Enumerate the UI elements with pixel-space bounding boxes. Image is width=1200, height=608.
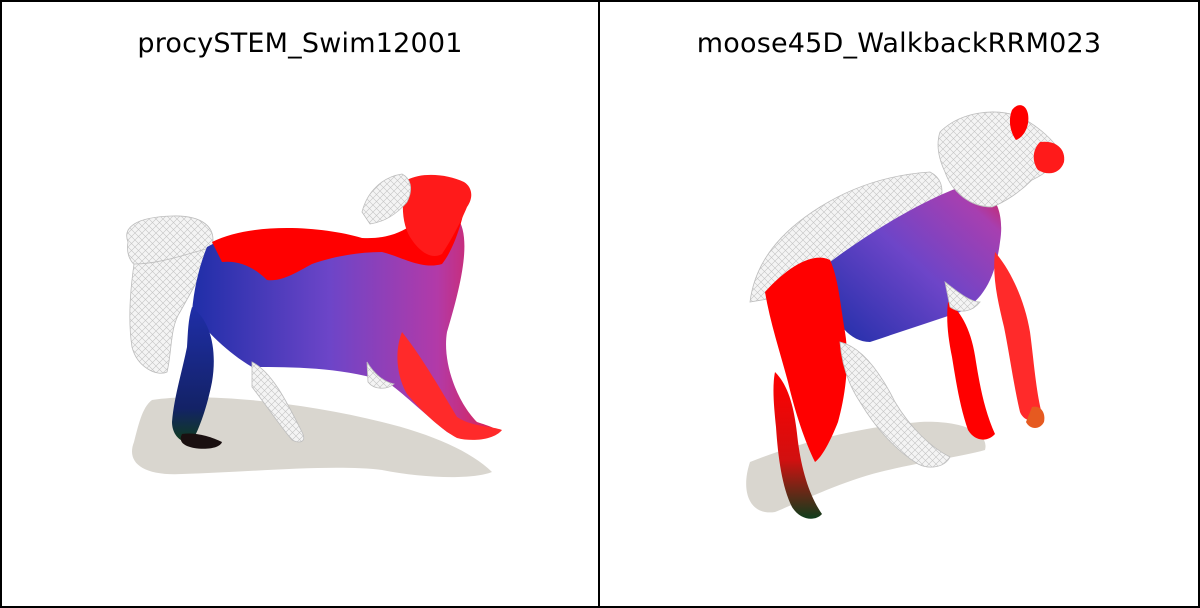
ear (361, 173, 412, 225)
right-panel: moose45D_WalkbackRRM023 (600, 2, 1198, 606)
head (402, 174, 472, 257)
antler (1009, 105, 1029, 140)
back-leg (773, 372, 822, 519)
right-panel-title: moose45D_WalkbackRRM023 (696, 28, 1102, 59)
hind-body (129, 246, 215, 374)
front-hoof (1026, 406, 1045, 428)
back-paw (180, 433, 222, 449)
chest-mesh (944, 281, 981, 312)
left-panel-title: procySTEM_Swim12001 (137, 28, 463, 59)
moose-mesh-render (746, 105, 1065, 519)
front-leg-1 (947, 302, 995, 440)
red-back-patch (212, 184, 467, 281)
hind-white-leg (839, 341, 951, 468)
red-hind-patch (765, 257, 848, 462)
ground-shadow (132, 397, 492, 478)
front-leg-2 (994, 252, 1042, 421)
front-leg (397, 332, 502, 440)
raccoon-mesh-render (126, 173, 502, 478)
chest-tuft (366, 361, 395, 389)
left-panel: procySTEM_Swim12001 (2, 2, 600, 606)
middle-legs (251, 361, 305, 443)
muzzle (1033, 141, 1065, 174)
back-leg (172, 307, 214, 443)
